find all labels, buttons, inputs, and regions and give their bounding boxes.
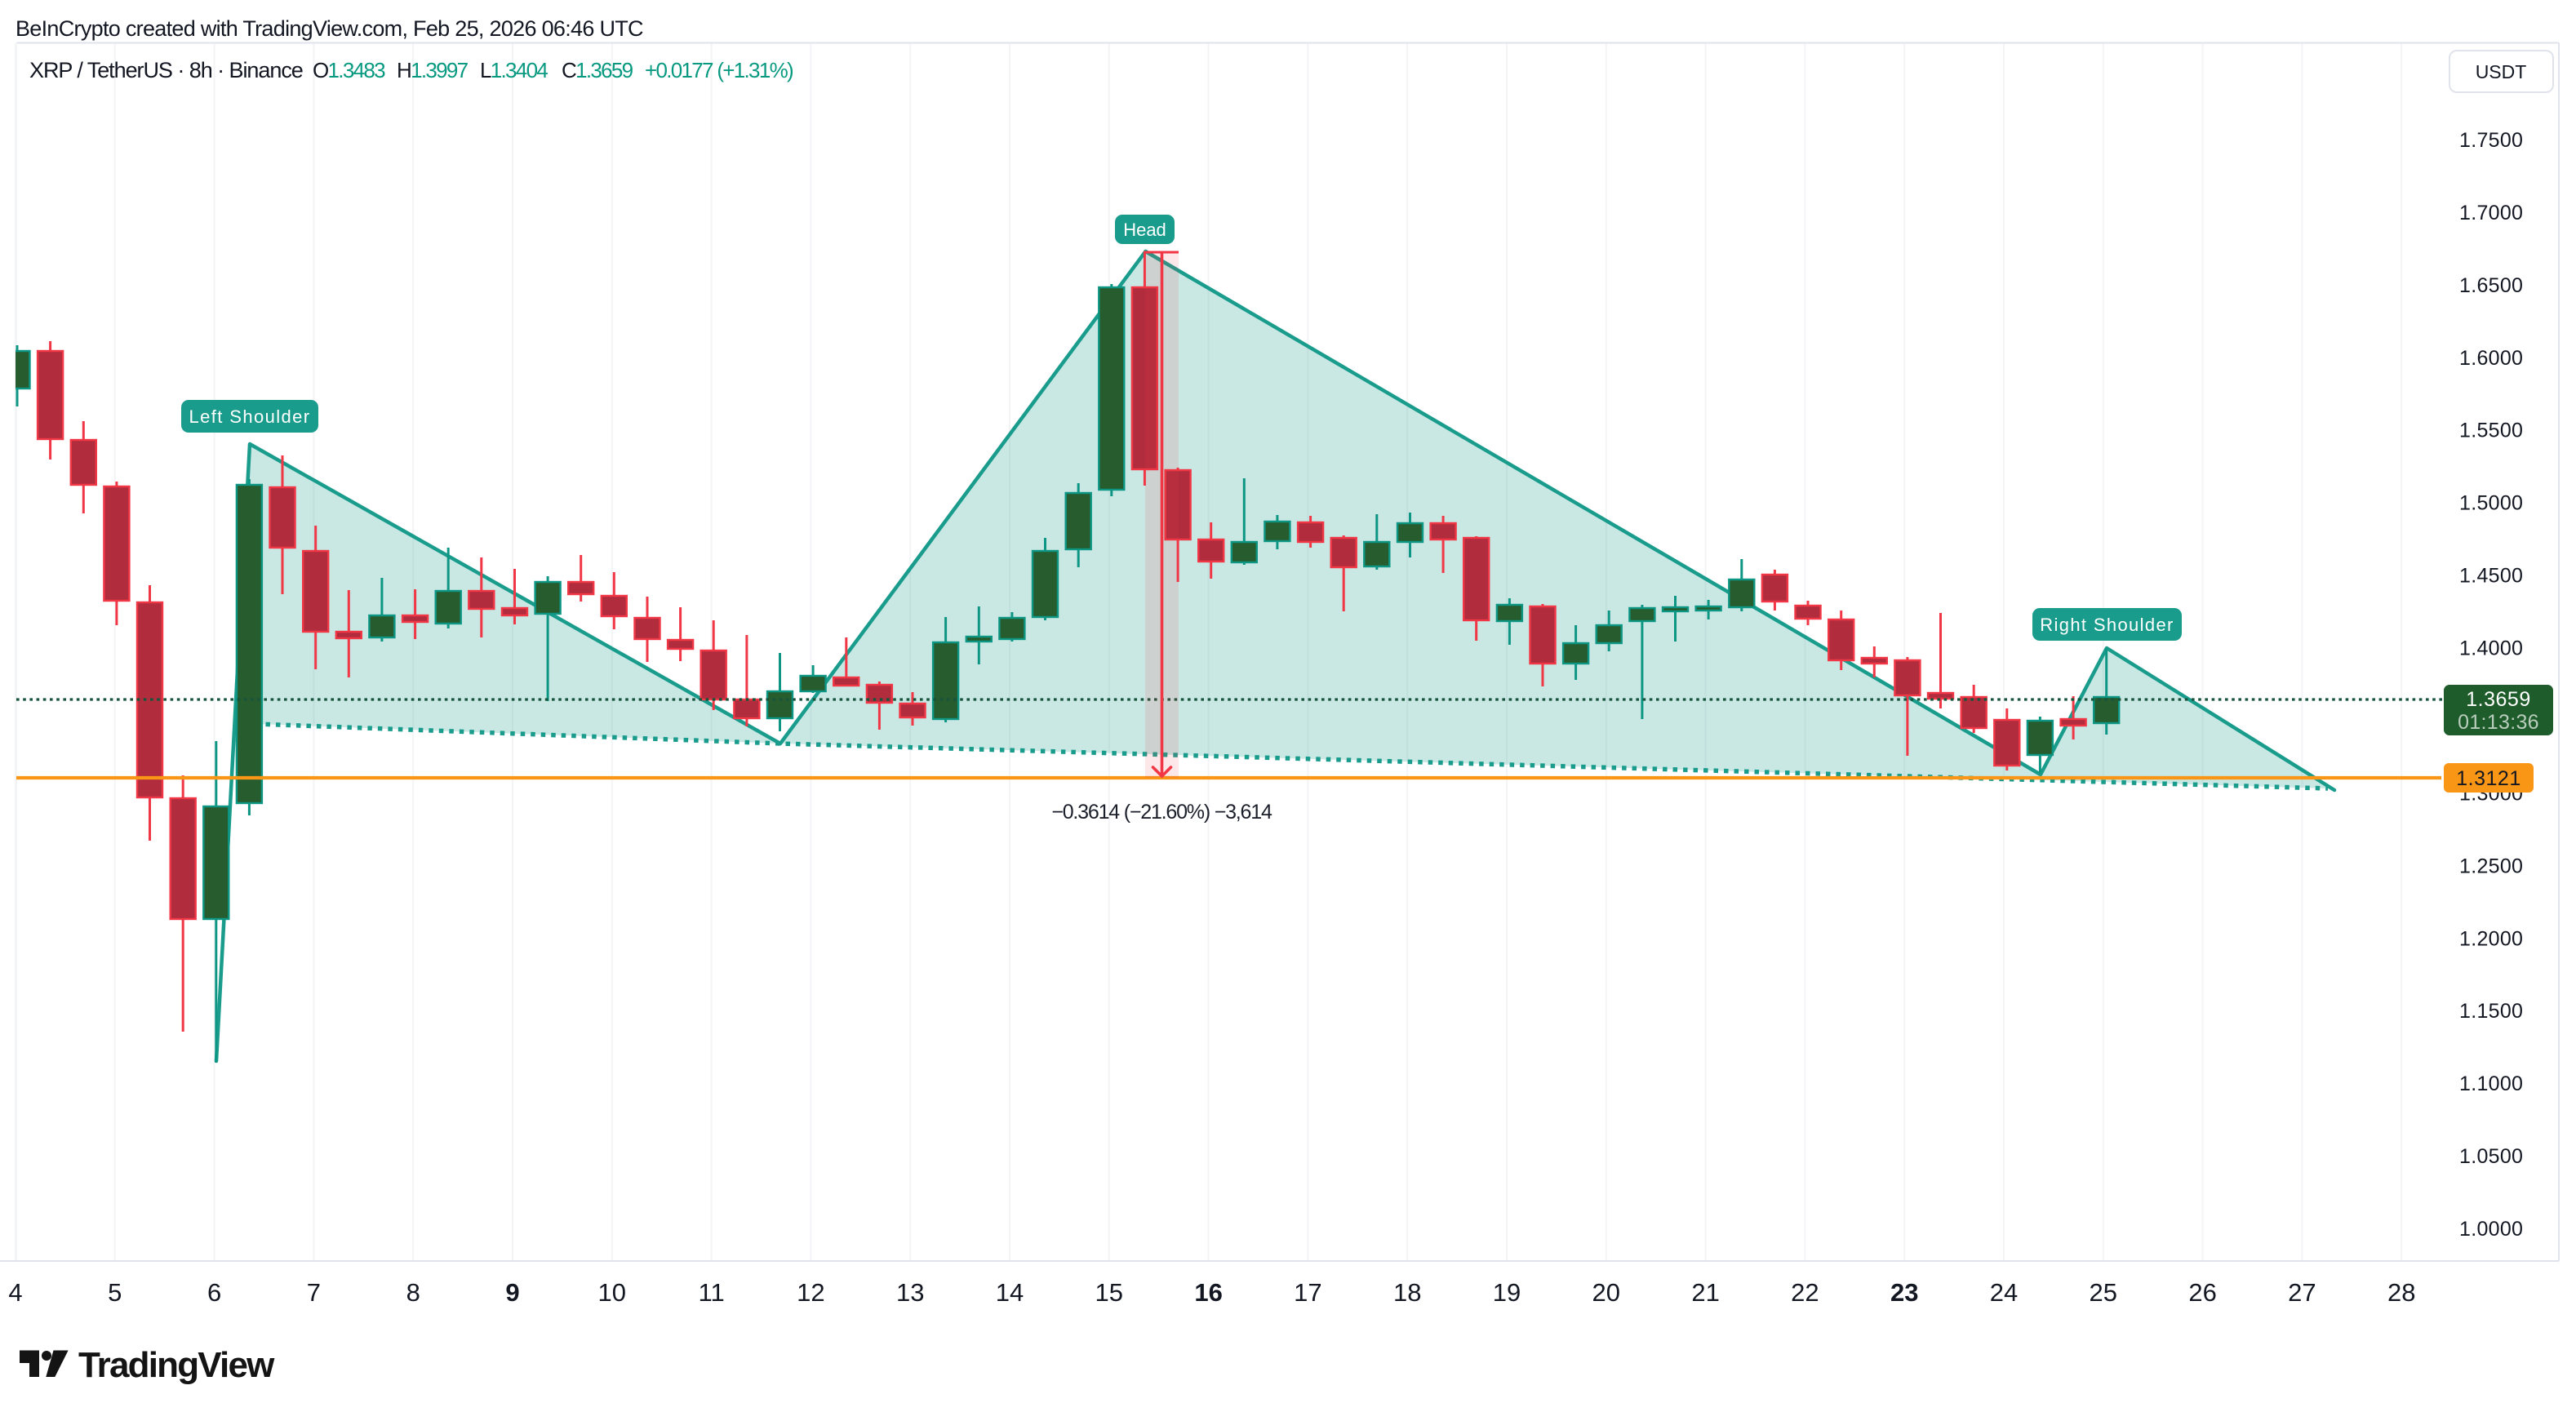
svg-text:TradingView: TradingView <box>78 1345 275 1385</box>
svg-text:BeInCrypto created with Tradin: BeInCrypto created with TradingView.com,… <box>16 16 643 41</box>
svg-text:11: 11 <box>699 1278 725 1307</box>
svg-text:O1.3483: O1.3483 <box>313 58 385 82</box>
svg-text:1.0500: 1.0500 <box>2459 1145 2523 1168</box>
svg-text:1.2000: 1.2000 <box>2459 927 2523 950</box>
svg-text:28: 28 <box>2387 1278 2415 1307</box>
svg-text:15: 15 <box>1095 1278 1123 1307</box>
svg-text:Right Shoulder: Right Shoulder <box>2040 615 2174 635</box>
svg-text:1.5500: 1.5500 <box>2459 420 2523 442</box>
svg-text:14: 14 <box>996 1278 1024 1307</box>
svg-text:01:13:36: 01:13:36 <box>2458 711 2539 734</box>
svg-text:26: 26 <box>2188 1278 2216 1307</box>
svg-text:1.5000: 1.5000 <box>2459 492 2523 515</box>
svg-text:5: 5 <box>108 1278 122 1307</box>
svg-text:4: 4 <box>8 1278 22 1307</box>
svg-text:13: 13 <box>896 1278 924 1307</box>
svg-text:1.2500: 1.2500 <box>2459 855 2523 877</box>
svg-text:Head: Head <box>1123 220 1166 240</box>
svg-text:1.3659: 1.3659 <box>2466 688 2530 711</box>
svg-text:20: 20 <box>1592 1278 1620 1307</box>
svg-text:10: 10 <box>598 1278 626 1307</box>
svg-text:USDT: USDT <box>2476 61 2527 82</box>
svg-text:L1.3404: L1.3404 <box>480 58 548 82</box>
svg-text:23: 23 <box>1890 1278 1918 1307</box>
svg-text:1.0000: 1.0000 <box>2459 1218 2523 1241</box>
svg-text:22: 22 <box>1791 1278 1819 1307</box>
svg-text:6: 6 <box>207 1278 221 1307</box>
svg-text:+0.0177 (+1.31%): +0.0177 (+1.31%) <box>645 58 793 82</box>
svg-text:C1.3659: C1.3659 <box>562 58 633 82</box>
svg-text:25: 25 <box>2090 1278 2117 1307</box>
svg-text:27: 27 <box>2288 1278 2316 1307</box>
svg-text:9: 9 <box>505 1278 519 1307</box>
svg-text:1.1500: 1.1500 <box>2459 1000 2523 1023</box>
svg-text:1.6000: 1.6000 <box>2459 347 2523 370</box>
svg-text:19: 19 <box>1493 1278 1521 1307</box>
svg-text:1.3121: 1.3121 <box>2456 767 2520 790</box>
svg-text:XRP / TetherUS · 8h · Binance: XRP / TetherUS · 8h · Binance <box>29 58 303 82</box>
svg-text:18: 18 <box>1393 1278 1421 1307</box>
svg-text:8: 8 <box>406 1278 420 1307</box>
svg-text:12: 12 <box>797 1278 824 1307</box>
svg-text:1.6500: 1.6500 <box>2459 274 2523 297</box>
svg-text:1.7500: 1.7500 <box>2459 129 2523 152</box>
svg-text:1.7000: 1.7000 <box>2459 202 2523 224</box>
svg-text:24: 24 <box>1990 1278 2018 1307</box>
svg-text:7: 7 <box>307 1278 321 1307</box>
svg-text:H1.3997: H1.3997 <box>397 58 469 82</box>
svg-text:1.1000: 1.1000 <box>2459 1072 2523 1095</box>
svg-text:21: 21 <box>1691 1278 1719 1307</box>
svg-text:−0.3614 (−21.60%) −3,614: −0.3614 (−21.60%) −3,614 <box>1051 801 1272 824</box>
svg-text:17: 17 <box>1294 1278 1321 1307</box>
svg-text:Left Shoulder: Left Shoulder <box>189 406 310 427</box>
svg-text:1.4500: 1.4500 <box>2459 565 2523 588</box>
svg-text:16: 16 <box>1194 1278 1222 1307</box>
svg-text:1.4000: 1.4000 <box>2459 637 2523 660</box>
